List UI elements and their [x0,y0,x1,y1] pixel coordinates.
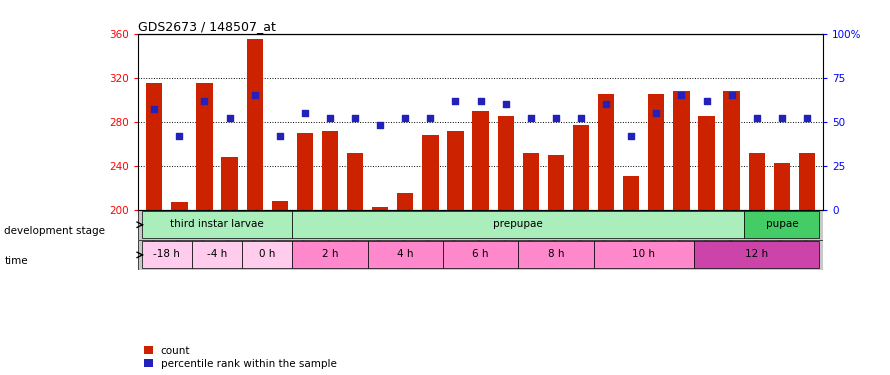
Point [574,115,588,121]
Bar [623,176,639,210]
Point [675,92,689,98]
Legend: count, percentile rank within the sample: count, percentile rank within the sample [143,345,338,370]
Bar [573,125,589,210]
Point [774,115,789,121]
Bar [197,83,213,210]
Point [424,115,438,121]
Text: -4 h: -4 h [206,249,227,259]
Point [272,133,287,139]
Bar [322,130,338,210]
Bar [724,91,740,210]
Point [348,115,362,121]
Text: 10 h: 10 h [632,249,655,259]
Bar [142,211,292,238]
Bar [292,211,744,238]
Point [749,115,764,121]
Point [599,101,613,107]
Bar [648,94,665,210]
Bar [547,155,564,210]
Bar [799,153,815,210]
Text: 0 h: 0 h [259,249,275,259]
Bar [699,116,715,210]
Point [624,133,638,139]
Point [198,98,212,104]
Point [373,122,387,128]
Bar [498,116,514,210]
Bar [422,135,439,210]
Point [649,110,663,116]
Point [473,98,488,104]
Bar [271,201,288,210]
Bar [242,242,292,268]
Point [247,92,262,98]
Text: 12 h: 12 h [745,249,768,259]
Bar [744,211,820,238]
Text: GDS2673 / 148507_at: GDS2673 / 148507_at [138,20,276,33]
Point [800,115,814,121]
Bar [598,94,614,210]
Bar [443,242,518,268]
Point [724,92,739,98]
Bar [372,207,388,210]
Point [222,115,237,121]
Text: 4 h: 4 h [397,249,414,259]
Point [498,101,513,107]
Bar [694,242,820,268]
Bar [247,39,263,210]
Bar [773,164,790,210]
Bar [296,133,313,210]
Bar [518,242,594,268]
Text: third instar larvae: third instar larvae [170,219,264,229]
Point [700,98,714,104]
Bar [347,153,363,210]
Text: -18 h: -18 h [153,249,181,259]
Point [523,115,538,121]
Point [449,98,463,104]
Point [398,115,412,121]
Text: development stage: development stage [4,226,105,236]
Bar [522,153,539,210]
Bar [594,242,694,268]
Bar [397,193,414,210]
Point [173,133,187,139]
Bar [448,130,464,210]
Text: 2 h: 2 h [321,249,338,259]
Text: prepupae: prepupae [493,219,543,229]
Bar [673,91,690,210]
Bar [171,202,188,210]
Bar [748,153,765,210]
Text: 8 h: 8 h [547,249,564,259]
Bar [192,242,242,268]
Point [147,106,161,112]
Bar [368,242,443,268]
Bar [473,111,489,210]
Bar [222,157,238,210]
Point [323,115,337,121]
Text: 6 h: 6 h [473,249,489,259]
Bar [146,83,162,210]
Bar [142,242,192,268]
Point [549,115,563,121]
Text: pupae: pupae [765,219,798,229]
Text: time: time [4,256,28,266]
Point [298,110,312,116]
Bar [292,242,368,268]
